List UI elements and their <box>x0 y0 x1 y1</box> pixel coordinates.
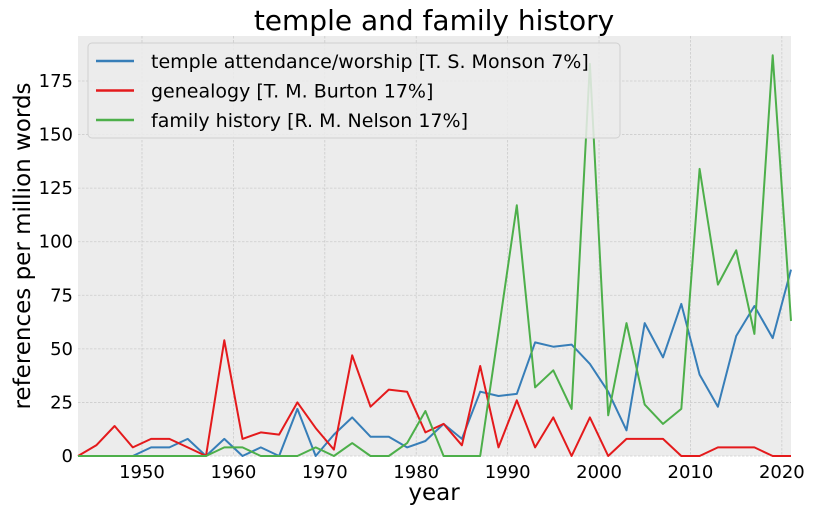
y-tick-label: 150 <box>39 125 73 146</box>
y-axis-ticks: 0 25 50 75 100 125 150 175 <box>39 71 73 467</box>
x-tick-label: 2020 <box>759 462 805 483</box>
y-tick-label: 25 <box>50 392 73 413</box>
x-tick-label: 1970 <box>302 462 348 483</box>
chart-title: temple and family history <box>254 4 614 37</box>
x-tick-label: 1990 <box>485 462 531 483</box>
y-tick-label: 0 <box>62 446 73 467</box>
y-tick-label: 125 <box>39 178 73 199</box>
y-axis-label: references per million words <box>10 82 36 409</box>
y-tick-label: 75 <box>50 285 73 306</box>
x-axis-ticks: 1950 1960 1970 1980 1990 2000 2010 2020 <box>119 462 805 483</box>
series-line-3 <box>78 54 792 457</box>
legend-box <box>87 42 621 139</box>
series-layer <box>77 54 792 457</box>
legend: temple attendance/worship [T. S. Monson … <box>87 42 621 139</box>
legend-label-1: temple attendance/worship [T. S. Monson … <box>151 51 589 73</box>
x-tick-label: 1960 <box>210 462 256 483</box>
y-tick-label: 175 <box>39 71 73 92</box>
x-tick-label: 2010 <box>668 462 714 483</box>
x-axis-label: year <box>408 480 460 506</box>
x-tick-label: 1980 <box>393 462 439 483</box>
x-tick-label: 1950 <box>119 462 165 483</box>
y-tick-label: 100 <box>39 232 73 253</box>
legend-label-2: genealogy [T. M. Burton 17%] <box>151 81 433 103</box>
y-tick-label: 50 <box>50 339 73 360</box>
legend-label-3: family history [R. M. Nelson 17%] <box>151 110 468 132</box>
series-line-2 <box>77 339 791 457</box>
x-tick-label: 2000 <box>576 462 622 483</box>
